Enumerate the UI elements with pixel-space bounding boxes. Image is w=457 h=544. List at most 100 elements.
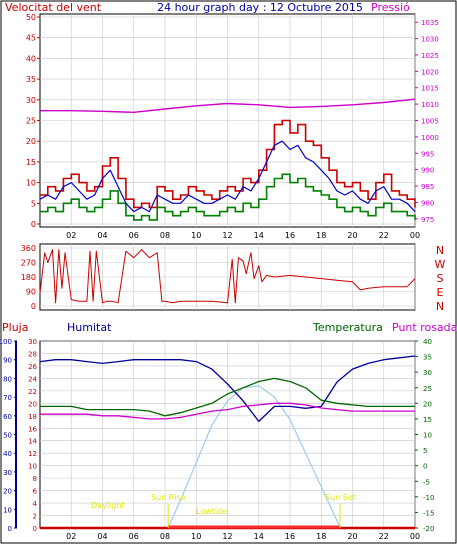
temperature-y-tick-label: 30 (423, 369, 432, 377)
pressure-y-tick-label: 1025 (421, 52, 439, 60)
rain-y-tick-label: 4 (33, 500, 38, 508)
pressure-y-tick-label: 1030 (421, 36, 439, 44)
wind-x-tick-label: 16 (285, 231, 295, 240)
temperature-line (40, 377, 415, 417)
sun-set-label: Sun Set (325, 493, 356, 502)
humidity-label: Humitat (67, 321, 112, 334)
wind-y-tick-label: 25 (26, 117, 36, 126)
wind-speed-label: Velocitat del vent (5, 1, 102, 14)
rain-y-tick-label: 20 (28, 400, 37, 408)
rain-label: Pluja (2, 321, 28, 334)
rain-y-tick-label: 24 (28, 375, 37, 383)
temperature-y-tick-label: -20 (423, 525, 434, 533)
direction-label-w: W (435, 258, 446, 271)
temperature-y-tick-label: -5 (423, 478, 430, 486)
direction-label-e: E (437, 286, 444, 299)
direction-label-n-top: N (436, 244, 444, 257)
temperature-label: Temperatura (312, 321, 383, 334)
pressure-line (40, 98, 416, 114)
rain-y-tick-label: 28 (28, 350, 37, 358)
rain-y-tick-label: 12 (28, 450, 37, 458)
humidity-y-tick-label: 40 (3, 450, 12, 458)
pressure-y-tick-label: 1020 (421, 68, 439, 76)
bottom-x-tick-label: 08 (160, 532, 170, 541)
wind-x-tick-label: 14 (254, 231, 264, 240)
wind-y-tick-label: 50 (26, 13, 36, 22)
wind-y-tick-label: 30 (26, 96, 36, 105)
axes: 0510152025303540455097598098599099510001… (0, 13, 439, 541)
pressure-y-tick-label: 990 (421, 167, 434, 175)
bottom-x-tick-label: 12 (222, 532, 232, 541)
temperature-y-tick-label: -15 (423, 509, 434, 517)
rain-y-tick-label: 8 (33, 475, 37, 483)
direction-label-s: S (437, 272, 444, 285)
wind-x-tick-label: 02 (66, 231, 76, 240)
direction-y-tick-label: 270 (21, 259, 36, 268)
wind-y-tick-label: 20 (26, 137, 36, 146)
pressure-y-tick-label: 1000 (421, 134, 439, 142)
lowtide-label: Lowtide (196, 507, 227, 516)
temperature-y-tick-label: -10 (423, 494, 434, 502)
wind-x-tick-label: 22 (379, 231, 389, 240)
solar-radiation-line (167, 385, 341, 529)
grid (40, 14, 416, 529)
wind-y-tick-label: 10 (26, 179, 36, 188)
daylight-label: Daylight (91, 501, 125, 510)
pressure-y-tick-label: 995 (421, 150, 434, 158)
temperature-y-tick-label: 35 (423, 354, 432, 362)
wind-x-tick-label: 06 (129, 231, 139, 240)
wind-y-tick-label: 45 (26, 34, 36, 43)
wind-y-tick-label: 15 (26, 158, 36, 167)
temperature-y-tick-label: 5 (423, 447, 427, 455)
pressure-y-tick-label: 1010 (421, 101, 439, 109)
humidity-y-tick-label: 0 (8, 525, 12, 533)
rain-y-tick-label: 10 (28, 463, 37, 471)
direction-y-tick-label: 180 (21, 273, 36, 282)
sun-rise-label: Sun Rise (151, 493, 186, 502)
bottom-x-tick-label: 10 (191, 532, 201, 541)
chart-title: 24 hour graph day : 12 Octubre 2015 (157, 1, 363, 14)
wind-x-tick-label: 10 (191, 231, 201, 240)
bottom-x-tick-label: 00 (410, 532, 420, 541)
series (39, 98, 416, 530)
wind-x-tick-label: 04 (97, 231, 107, 240)
pressure-label: Pressió (371, 1, 410, 14)
pressure-y-tick-label: 1015 (421, 85, 439, 93)
temperature-y-tick-label: 15 (423, 416, 432, 424)
wind-y-tick-label: 0 (31, 220, 36, 229)
direction-y-tick-label: 90 (26, 288, 36, 297)
rain-y-tick-label: 16 (28, 425, 37, 433)
humidity-y-tick-label: 30 (3, 469, 12, 477)
bottom-x-tick-label: 18 (316, 532, 326, 541)
wind-x-tick-label: 12 (222, 231, 232, 240)
humidity-y-tick-label: 50 (3, 432, 12, 440)
pressure-y-tick-label: 980 (421, 199, 434, 207)
temperature-y-tick-label: 20 (423, 400, 432, 408)
humidity-y-tick-label: 90 (3, 357, 12, 365)
humidity-y-tick-label: 20 (3, 488, 12, 496)
bottom-x-tick-label: 06 (129, 532, 139, 541)
dewpoint-label: Punt rosada (392, 321, 457, 334)
wind-y-tick-label: 35 (26, 75, 36, 84)
temperature-y-tick-label: 25 (423, 385, 432, 393)
humidity-y-tick-label: 10 (3, 506, 12, 514)
wind-x-tick-label: 18 (316, 231, 326, 240)
wind-average-line (39, 140, 416, 213)
humidity-line (39, 355, 416, 423)
wind-x-tick-label: 08 (160, 231, 170, 240)
wind-y-tick-label: 40 (26, 54, 36, 63)
temperature-y-tick-label: 0 (423, 463, 427, 471)
wind-direction-line (39, 249, 416, 304)
rain-y-tick-label: 22 (28, 388, 37, 396)
rain-y-tick-label: 14 (28, 438, 37, 446)
bottom-x-tick-label: 04 (97, 532, 107, 541)
rain-y-tick-label: 2 (33, 513, 37, 521)
direction-y-tick-label: 360 (21, 244, 36, 253)
direction-y-tick-label: 0 (31, 302, 36, 311)
rain-y-tick-label: 30 (28, 338, 37, 346)
bottom-x-tick-label: 14 (254, 532, 264, 541)
direction-label-n-bottom: N (436, 300, 444, 313)
wind-x-tick-label: 00 (410, 231, 420, 240)
